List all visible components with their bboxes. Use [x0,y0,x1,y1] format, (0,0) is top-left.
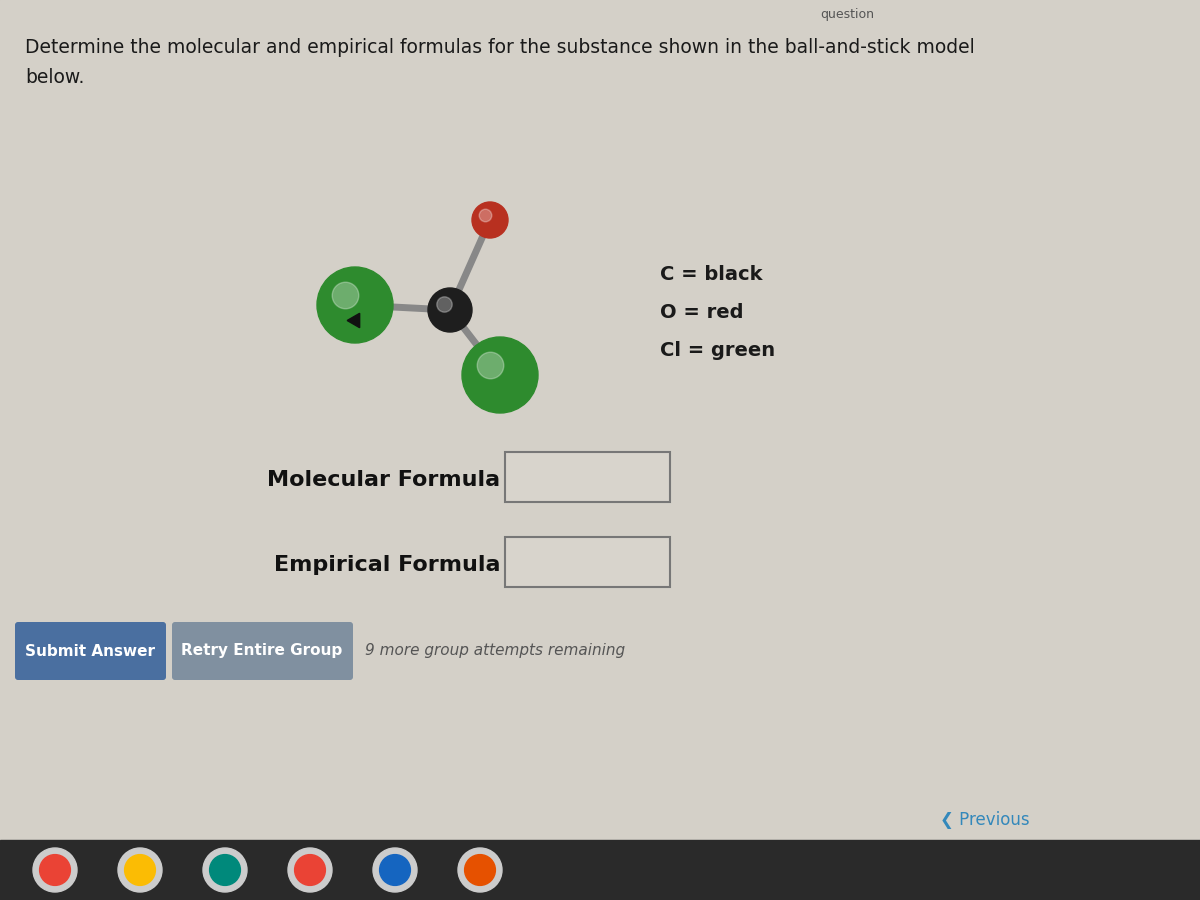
Circle shape [40,855,71,886]
Circle shape [464,855,496,886]
Bar [0,840,1200,900]
Text: Submit Answer: Submit Answer [25,644,155,659]
Text: Retry Entire Group: Retry Entire Group [181,644,343,659]
Text: below.: below. [25,68,84,87]
Circle shape [479,209,492,221]
Bar [505,452,670,502]
Circle shape [210,855,240,886]
Text: ❮ Previous: ❮ Previous [940,811,1030,829]
Text: Cl = green: Cl = green [660,341,775,360]
Text: O = red: O = red [660,303,744,322]
Bar [505,537,670,587]
Circle shape [125,855,156,886]
Circle shape [437,297,452,312]
Circle shape [472,202,508,238]
Circle shape [203,848,247,892]
Circle shape [478,352,504,379]
Text: Determine the molecular and empirical formulas for the substance shown in the ba: Determine the molecular and empirical fo… [25,38,974,57]
Text: C = black: C = black [660,265,762,284]
Circle shape [379,855,410,886]
Circle shape [317,267,394,343]
Text: Empirical Formula: Empirical Formula [274,555,500,575]
Text: Molecular Formula: Molecular Formula [266,470,500,490]
Circle shape [458,848,502,892]
Circle shape [34,848,77,892]
Circle shape [295,855,325,886]
FancyBboxPatch shape [172,622,353,680]
Circle shape [288,848,332,892]
Text: question: question [820,8,874,21]
Circle shape [332,283,359,309]
Circle shape [118,848,162,892]
Text: 9 more group attempts remaining: 9 more group attempts remaining [365,644,625,659]
Circle shape [428,288,472,332]
Circle shape [373,848,418,892]
Circle shape [462,337,538,413]
FancyBboxPatch shape [14,622,166,680]
